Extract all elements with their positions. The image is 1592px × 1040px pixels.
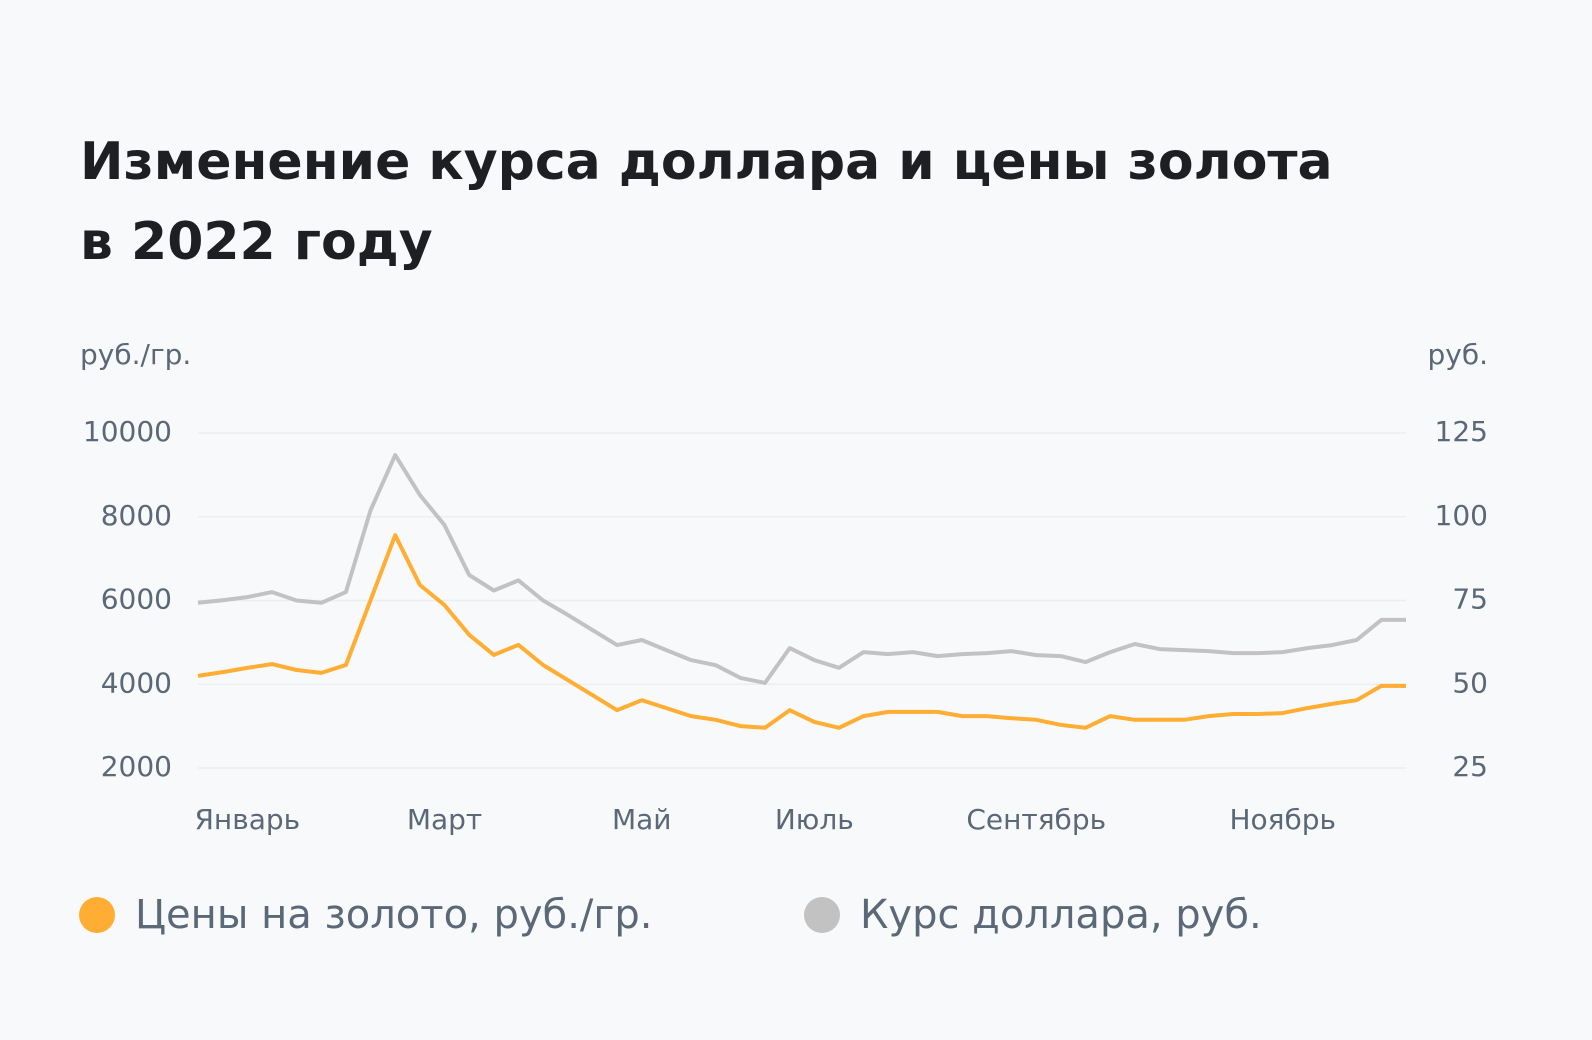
legend-label: Цены на золото, руб./гр. [135, 892, 653, 938]
x-tick-label: Ноябрь [1229, 803, 1336, 836]
legend-label: Курс доллара, руб. [860, 892, 1262, 938]
legend-marker [79, 897, 115, 933]
y-tick-label: 2000 [101, 750, 172, 783]
x-tick-label: Май [612, 803, 672, 836]
y2-tick-label: 100 [1435, 499, 1488, 532]
y-tick-label: 8000 [101, 499, 172, 532]
y2-tick-label: 25 [1452, 750, 1488, 783]
chart-subtitle: в 2022 году [80, 212, 433, 272]
y-axis-label: руб./гр. [80, 338, 191, 371]
series-line [197, 533, 1406, 730]
y-tick-label: 10000 [83, 415, 172, 448]
y2-tick-label: 125 [1435, 415, 1488, 448]
x-tick-label: Март [407, 803, 482, 836]
y2-axis-label: руб. [1427, 338, 1488, 371]
y2-tick-label: 50 [1452, 666, 1488, 699]
chart-title: Изменение курса доллара и цены золота [80, 132, 1333, 192]
y-tick-label: 4000 [101, 666, 172, 699]
series-line [197, 453, 1406, 685]
x-tick-label: Январь [194, 803, 300, 836]
y2-tick-label: 75 [1452, 583, 1488, 616]
y-tick-label: 6000 [101, 583, 172, 616]
legend-marker [804, 897, 840, 933]
x-tick-label: Сентябрь [966, 803, 1106, 836]
x-tick-label: Июль [775, 803, 854, 836]
